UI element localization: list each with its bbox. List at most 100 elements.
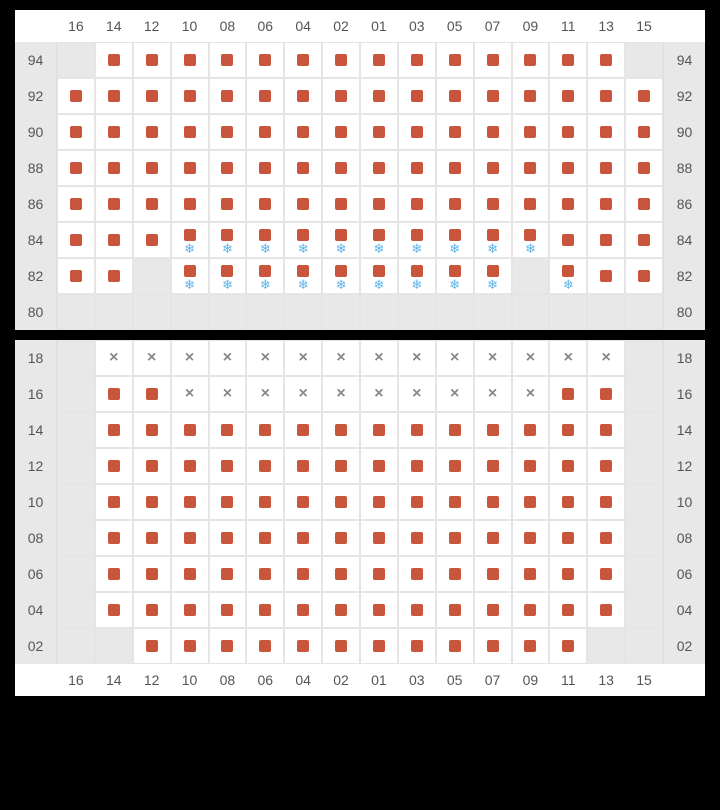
seat-cell[interactable] bbox=[549, 376, 587, 412]
seat-cell[interactable] bbox=[209, 556, 247, 592]
seat-cell[interactable] bbox=[133, 484, 171, 520]
seat-cell[interactable] bbox=[549, 628, 587, 664]
seat-cell[interactable] bbox=[246, 150, 284, 186]
seat-cell[interactable] bbox=[209, 412, 247, 448]
seat-cell[interactable] bbox=[474, 592, 512, 628]
seat-cell[interactable] bbox=[549, 592, 587, 628]
seat-cell[interactable] bbox=[95, 592, 133, 628]
seat-cell[interactable] bbox=[360, 186, 398, 222]
seat-cell[interactable] bbox=[436, 628, 474, 664]
seat-cell[interactable] bbox=[246, 592, 284, 628]
seat-cell[interactable] bbox=[360, 114, 398, 150]
seat-cell[interactable] bbox=[246, 114, 284, 150]
seat-cell[interactable] bbox=[95, 186, 133, 222]
seat-cell[interactable] bbox=[436, 42, 474, 78]
seat-cell[interactable] bbox=[284, 592, 322, 628]
seat-cell[interactable] bbox=[95, 42, 133, 78]
seat-cell[interactable] bbox=[322, 448, 360, 484]
seat-cell[interactable] bbox=[171, 412, 209, 448]
seat-cell[interactable] bbox=[322, 42, 360, 78]
seat-cell[interactable] bbox=[474, 78, 512, 114]
seat-cell[interactable] bbox=[474, 448, 512, 484]
seat-cell[interactable] bbox=[284, 78, 322, 114]
seat-cell[interactable] bbox=[587, 520, 625, 556]
seat-cell[interactable] bbox=[133, 520, 171, 556]
seat-cell[interactable] bbox=[171, 556, 209, 592]
seat-cell[interactable]: ❄ bbox=[171, 258, 209, 294]
seat-cell[interactable] bbox=[360, 42, 398, 78]
seat-cell[interactable] bbox=[95, 222, 133, 258]
seat-cell[interactable] bbox=[512, 448, 550, 484]
seat-cell[interactable] bbox=[171, 42, 209, 78]
seat-cell[interactable]: ❄ bbox=[322, 222, 360, 258]
seat-cell[interactable] bbox=[322, 556, 360, 592]
seat-cell[interactable] bbox=[512, 484, 550, 520]
seat-cell[interactable] bbox=[587, 448, 625, 484]
seat-cell[interactable] bbox=[549, 42, 587, 78]
seat-cell[interactable] bbox=[474, 484, 512, 520]
seat-cell[interactable] bbox=[171, 628, 209, 664]
seat-cell[interactable] bbox=[171, 484, 209, 520]
seat-cell[interactable] bbox=[133, 376, 171, 412]
seat-cell[interactable] bbox=[133, 114, 171, 150]
seat-cell[interactable] bbox=[398, 114, 436, 150]
seat-cell[interactable] bbox=[549, 150, 587, 186]
seat-cell[interactable] bbox=[284, 448, 322, 484]
seat-cell[interactable] bbox=[398, 42, 436, 78]
seat-cell[interactable] bbox=[246, 520, 284, 556]
seat-cell[interactable] bbox=[284, 484, 322, 520]
seat-cell[interactable] bbox=[398, 484, 436, 520]
seat-cell[interactable] bbox=[436, 556, 474, 592]
seat-cell[interactable] bbox=[360, 78, 398, 114]
seat-cell[interactable] bbox=[512, 114, 550, 150]
seat-cell[interactable] bbox=[549, 448, 587, 484]
seat-cell[interactable] bbox=[57, 114, 95, 150]
seat-cell[interactable] bbox=[171, 520, 209, 556]
seat-cell[interactable] bbox=[171, 150, 209, 186]
seat-cell[interactable] bbox=[436, 78, 474, 114]
seat-cell[interactable] bbox=[436, 412, 474, 448]
seat-cell[interactable] bbox=[284, 520, 322, 556]
seat-cell[interactable] bbox=[436, 114, 474, 150]
seat-cell[interactable] bbox=[625, 78, 663, 114]
seat-cell[interactable] bbox=[133, 78, 171, 114]
seat-cell[interactable]: ❄ bbox=[398, 222, 436, 258]
seat-cell[interactable] bbox=[284, 150, 322, 186]
seat-cell[interactable] bbox=[587, 556, 625, 592]
seat-cell[interactable] bbox=[95, 520, 133, 556]
seat-cell[interactable] bbox=[95, 78, 133, 114]
seat-cell[interactable] bbox=[246, 186, 284, 222]
seat-cell[interactable]: ❄ bbox=[474, 258, 512, 294]
seat-cell[interactable] bbox=[360, 448, 398, 484]
seat-cell[interactable] bbox=[512, 150, 550, 186]
seat-cell[interactable] bbox=[284, 556, 322, 592]
seat-cell[interactable] bbox=[474, 556, 512, 592]
seat-cell[interactable] bbox=[209, 42, 247, 78]
seat-cell[interactable] bbox=[625, 150, 663, 186]
seat-cell[interactable] bbox=[95, 448, 133, 484]
seat-cell[interactable] bbox=[549, 412, 587, 448]
seat-cell[interactable] bbox=[398, 186, 436, 222]
seat-cell[interactable] bbox=[360, 556, 398, 592]
seat-cell[interactable] bbox=[549, 78, 587, 114]
seat-cell[interactable] bbox=[246, 412, 284, 448]
seat-cell[interactable] bbox=[95, 376, 133, 412]
seat-cell[interactable] bbox=[209, 78, 247, 114]
seat-cell[interactable] bbox=[474, 520, 512, 556]
seat-cell[interactable] bbox=[133, 42, 171, 78]
seat-cell[interactable] bbox=[625, 186, 663, 222]
seat-cell[interactable] bbox=[360, 628, 398, 664]
seat-cell[interactable] bbox=[209, 114, 247, 150]
seat-cell[interactable] bbox=[322, 114, 360, 150]
seat-cell[interactable] bbox=[133, 448, 171, 484]
seat-cell[interactable] bbox=[587, 186, 625, 222]
seat-cell[interactable] bbox=[398, 556, 436, 592]
seat-cell[interactable] bbox=[209, 628, 247, 664]
seat-cell[interactable] bbox=[133, 222, 171, 258]
seat-cell[interactable] bbox=[322, 186, 360, 222]
seat-cell[interactable] bbox=[549, 222, 587, 258]
seat-cell[interactable] bbox=[95, 258, 133, 294]
seat-cell[interactable] bbox=[322, 150, 360, 186]
seat-cell[interactable]: ❄ bbox=[436, 222, 474, 258]
seat-cell[interactable] bbox=[549, 520, 587, 556]
